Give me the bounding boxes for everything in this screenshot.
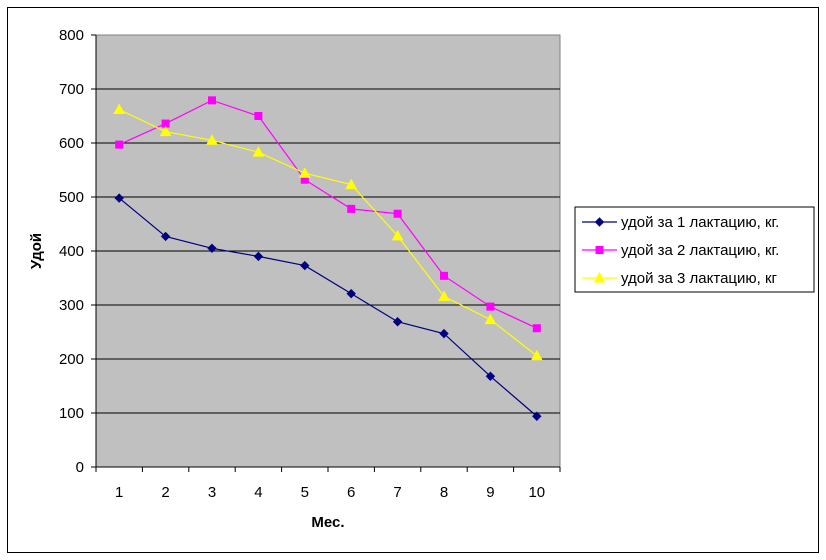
- data-point: [160, 231, 171, 242]
- y-tick-label: 800: [59, 27, 84, 44]
- x-tick-label: 3: [208, 484, 216, 501]
- x-tick-label: 2: [161, 484, 169, 501]
- y-tick-label: 0: [76, 459, 84, 476]
- y-tick-label: 500: [59, 189, 84, 206]
- data-point: [485, 371, 496, 381]
- data-point: [113, 103, 126, 115]
- gridlines: [96, 88, 560, 414]
- chart-frame: [7, 7, 819, 553]
- legend-swatch-marker: [593, 271, 606, 283]
- x-tick-label: 8: [440, 484, 448, 501]
- data-point: [345, 178, 358, 190]
- series-line: [118, 108, 538, 357]
- data-point: [159, 125, 172, 137]
- x-tick-label: 9: [486, 484, 494, 501]
- data-point: [440, 271, 448, 280]
- y-tick-label: 600: [59, 135, 84, 152]
- legend-item-3: удой за 3 лактацию, кг: [582, 270, 778, 287]
- data-point: [439, 328, 449, 339]
- data-point: [207, 243, 217, 254]
- data-point: [530, 349, 543, 361]
- data-point: [300, 260, 310, 271]
- y-tick-label: 700: [59, 81, 84, 98]
- x-tick-label: 4: [254, 484, 262, 501]
- y-axis-title: Удой: [28, 233, 45, 269]
- data-point: [254, 112, 263, 120]
- data-point: [438, 290, 450, 301]
- legend-swatch-marker: [595, 246, 604, 254]
- data-point: [206, 134, 218, 145]
- series-3: [113, 103, 543, 361]
- data-point: [115, 140, 124, 149]
- axes: 0 100 200 300 400 500 600 700 800 1 2 3 4 5 6 7 8 9 10: [59, 27, 561, 501]
- data-point: [391, 229, 404, 241]
- data-point: [114, 193, 124, 203]
- series-line: [118, 197, 538, 417]
- data-point: [486, 302, 495, 311]
- legend-label: удой за 3 лактацию, кг: [621, 270, 778, 287]
- series-2: [115, 96, 541, 333]
- series-group: [113, 96, 543, 421]
- legend-item-1: удой за 1 лактацию, кг.: [582, 214, 779, 231]
- series-line: [118, 99, 538, 329]
- data-point: [392, 317, 403, 327]
- legend-label: удой за 2 лактацию, кг.: [621, 242, 779, 259]
- data-point: [252, 146, 265, 157]
- x-tick-label: 7: [393, 484, 401, 501]
- legend-swatch-marker: [594, 217, 605, 227]
- x-tick-label: 6: [347, 484, 355, 501]
- x-axis-title: Мес.: [311, 514, 344, 531]
- y-tick-label: 200: [59, 351, 84, 368]
- x-tick-label: 1: [115, 484, 123, 501]
- legend-item-2: удой за 2 лактацию, кг.: [582, 242, 779, 259]
- data-point: [208, 96, 216, 105]
- x-tick-label: 10: [528, 484, 545, 501]
- data-point: [532, 411, 542, 421]
- y-tick-label: 300: [59, 297, 84, 314]
- data-point: [346, 288, 356, 299]
- data-point: [253, 251, 264, 262]
- data-point: [532, 324, 541, 333]
- legend: удой за 1 лактацию, кг. удой за 2 лактаци…: [574, 206, 815, 293]
- x-tick-label: 5: [301, 484, 309, 501]
- series-1: [114, 193, 542, 421]
- legend-label: удой за 1 лактацию, кг.: [621, 214, 779, 231]
- data-point: [298, 167, 311, 178]
- data-point: [347, 204, 356, 213]
- y-tick-label: 100: [59, 405, 84, 422]
- data-point: [484, 313, 497, 325]
- data-point: [393, 209, 402, 218]
- y-tick-label: 400: [59, 243, 84, 260]
